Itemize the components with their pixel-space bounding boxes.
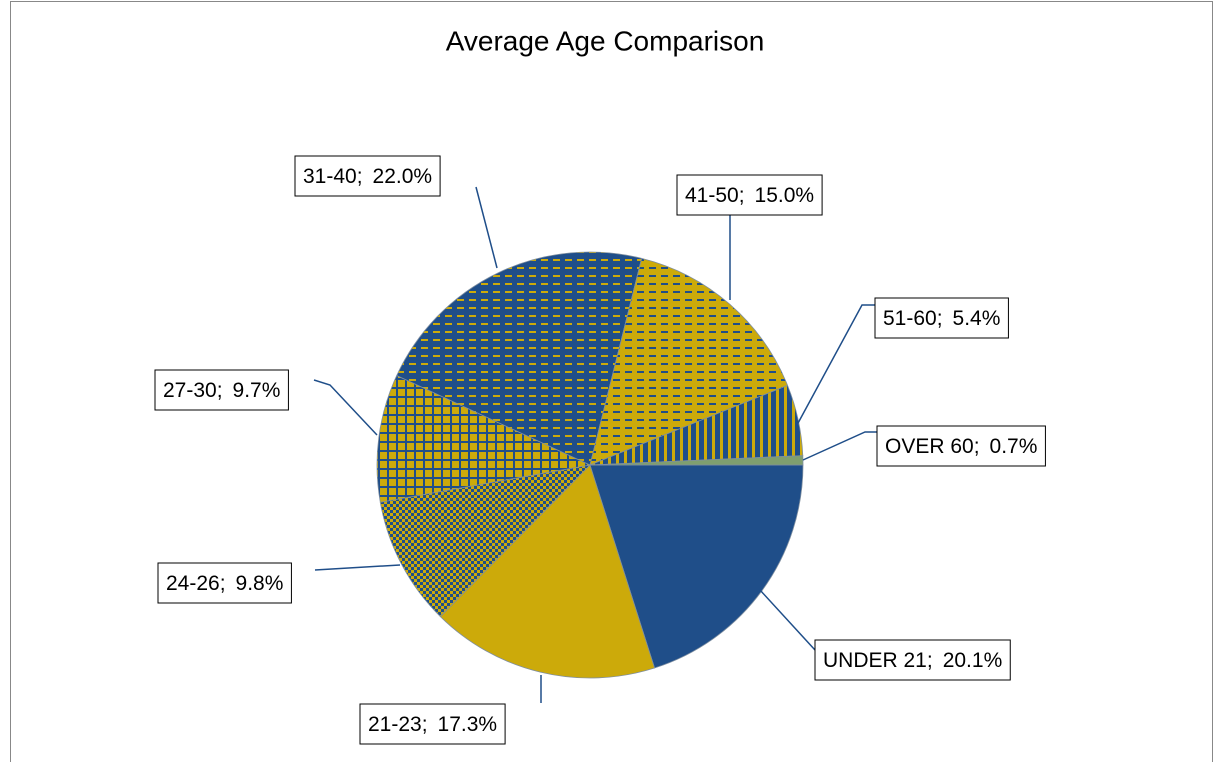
data-label: 41-50; 15.0%: [685, 184, 814, 207]
label-value: 17.3%: [438, 713, 498, 736]
label-category: OVER 60;: [885, 435, 980, 458]
leader-line: [313, 379, 378, 436]
label-box: [157, 562, 292, 604]
leader-line: [802, 431, 877, 461]
leader-line: [759, 589, 816, 651]
label-box: [876, 425, 1046, 467]
label-value: 0.7%: [990, 435, 1038, 458]
label-category: 51-60;: [883, 307, 943, 330]
data-label: 31-40; 22.0%: [303, 165, 432, 188]
label-category: 41-50;: [685, 184, 745, 207]
label-box: [814, 639, 1011, 681]
label-box: [359, 703, 506, 745]
data-label: 51-60; 5.4%: [883, 307, 1000, 330]
pie-slice: [396, 251, 643, 466]
pie-slice: [589, 464, 804, 669]
label-value: 15.0%: [755, 184, 815, 207]
label-box: [294, 155, 441, 197]
pie-slice: [376, 374, 592, 503]
data-label: UNDER 21; 20.1%: [823, 649, 1002, 672]
label-category: 21-23;: [368, 713, 428, 736]
pie-slice: [589, 455, 804, 466]
label-category: UNDER 21;: [823, 649, 933, 672]
label-value: 20.1%: [943, 649, 1003, 672]
label-category: 24-26;: [166, 572, 226, 595]
label-value: 9.8%: [236, 572, 284, 595]
pie-slice: [379, 464, 592, 618]
pie-slice: [439, 464, 656, 679]
data-label: 27-30; 9.7%: [163, 379, 280, 402]
data-label: OVER 60; 0.7%: [885, 435, 1037, 458]
label-box: [874, 297, 1009, 339]
label-value: 9.7%: [233, 379, 281, 402]
leader-line: [314, 564, 401, 571]
data-label: 24-26; 9.8%: [166, 572, 283, 595]
leader-line: [475, 186, 498, 269]
label-category: 31-40;: [303, 165, 363, 188]
chart-border: [10, 1, 1213, 762]
label-value: 5.4%: [953, 307, 1001, 330]
pie-slice: [589, 257, 789, 466]
label-category: 27-30;: [163, 379, 223, 402]
chart-title: Average Age Comparison: [446, 25, 765, 56]
leader-line: [796, 304, 875, 426]
label-box: [154, 369, 289, 411]
label-value: 22.0%: [373, 165, 433, 188]
data-label: 21-23; 17.3%: [368, 713, 497, 736]
label-box: [676, 174, 823, 216]
